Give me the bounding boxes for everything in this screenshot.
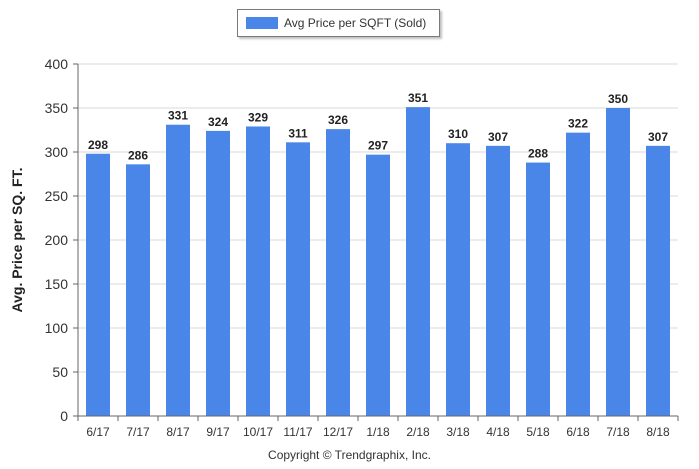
y-tick-label: 300 xyxy=(45,144,69,160)
bar xyxy=(126,164,150,416)
y-tick-label: 250 xyxy=(45,188,69,204)
x-tick-label: 10/17 xyxy=(243,425,273,439)
x-tick-label: 6/18 xyxy=(566,425,590,439)
bar xyxy=(486,145,510,416)
x-tick-label: 4/18 xyxy=(486,425,510,439)
x-tick-label: 12/17 xyxy=(323,425,353,439)
data-label: 311 xyxy=(288,126,308,140)
bar xyxy=(326,129,350,416)
bar xyxy=(406,107,430,417)
data-label: 286 xyxy=(128,148,148,162)
data-labels: 298 286 331 324 329 311 326 297 351 310 307 288 322 3… xyxy=(88,91,668,162)
x-tick-label: 11/17 xyxy=(283,425,312,439)
data-label: 307 xyxy=(488,130,508,144)
data-label: 307 xyxy=(648,130,668,144)
x-tick-label: 9/17 xyxy=(206,425,230,439)
bar xyxy=(286,142,310,416)
y-tick-label: 400 xyxy=(45,56,69,72)
x-tick-label: 5/18 xyxy=(526,425,550,439)
bar xyxy=(566,132,590,416)
data-label: 324 xyxy=(208,115,228,129)
y-tick-label: 200 xyxy=(45,232,69,248)
x-tick-label: 3/18 xyxy=(446,425,470,439)
bar xyxy=(646,145,670,416)
y-tick-label: 350 xyxy=(45,100,69,116)
x-axis-ticks: 6/17 7/17 8/17 9/17 10/17 11/17 12/17 1/18 2/18 3… xyxy=(77,416,679,439)
bar xyxy=(366,154,390,416)
data-label: 297 xyxy=(368,139,388,153)
bar xyxy=(166,124,190,416)
bars xyxy=(86,107,670,417)
copyright-text: Copyright © Trendgraphix, Inc. xyxy=(268,448,431,462)
x-tick-label: 7/17 xyxy=(126,425,150,439)
x-tick-label: 2/18 xyxy=(406,425,430,439)
bar xyxy=(86,153,110,416)
data-label: 331 xyxy=(168,109,188,123)
legend-label: Avg Price per SQFT (Sold) xyxy=(284,16,427,30)
bar xyxy=(606,108,630,416)
data-label: 350 xyxy=(608,92,628,106)
data-label: 288 xyxy=(528,147,548,161)
bar-chart: 0 50 100 150 200 250 300 350 400 298 286 331 324 329… xyxy=(9,56,679,439)
data-label: 298 xyxy=(88,138,108,152)
x-tick-label: 6/17 xyxy=(86,425,110,439)
bar xyxy=(206,130,230,416)
chart-legend: Avg Price per SQFT (Sold) xyxy=(237,9,440,37)
y-tick-label: 150 xyxy=(45,276,69,292)
y-axis-label: Avg. Price per SQ. FT. xyxy=(9,168,25,313)
bar xyxy=(526,162,550,416)
data-label: 351 xyxy=(408,91,428,105)
data-label: 322 xyxy=(568,117,588,131)
y-tick-label: 0 xyxy=(60,408,68,424)
y-tick-label: 100 xyxy=(45,320,69,336)
x-tick-label: 8/18 xyxy=(646,425,670,439)
data-label: 329 xyxy=(248,110,268,124)
data-label: 310 xyxy=(448,127,468,141)
legend-swatch xyxy=(246,17,278,29)
y-axis-ticks: 0 50 100 150 200 250 300 350 400 xyxy=(45,56,78,424)
x-tick-label: 7/18 xyxy=(606,425,630,439)
bar xyxy=(246,126,270,416)
bar xyxy=(446,143,470,416)
y-tick-label: 50 xyxy=(52,364,68,380)
x-tick-label: 8/17 xyxy=(166,425,190,439)
data-label: 326 xyxy=(328,113,348,127)
x-tick-label: 1/18 xyxy=(366,425,390,439)
